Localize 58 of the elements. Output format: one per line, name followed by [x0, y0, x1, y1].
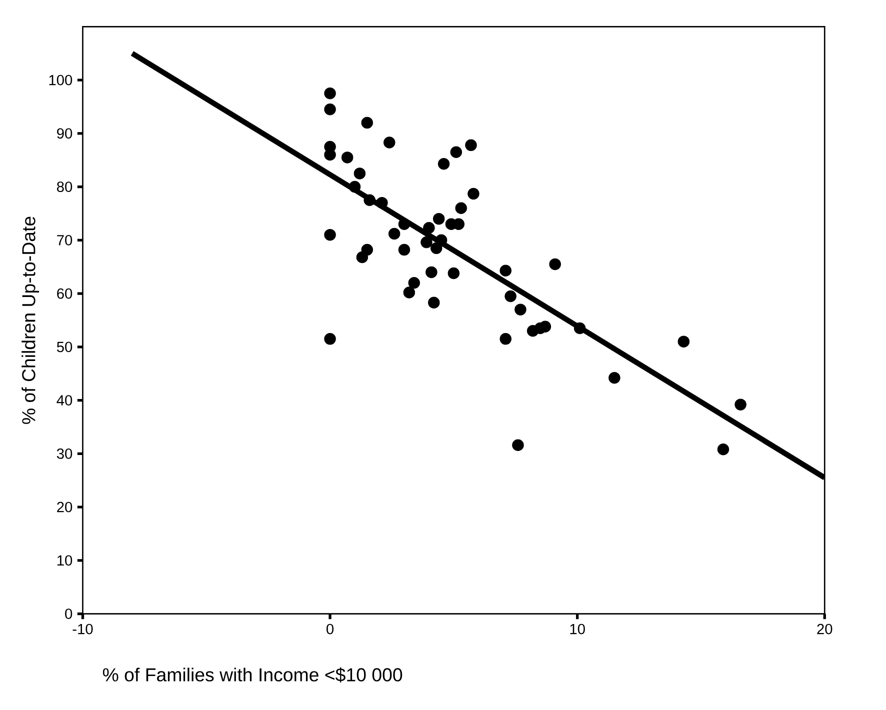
y-tick-label: 50 [56, 342, 72, 352]
point [376, 197, 388, 209]
point [361, 116, 373, 129]
point [341, 152, 354, 164]
point [678, 336, 690, 348]
point [438, 158, 450, 170]
point [539, 320, 552, 333]
point [734, 398, 746, 411]
point [428, 296, 440, 309]
point [432, 213, 445, 225]
y-tick-label: 20 [57, 502, 72, 512]
point [455, 202, 467, 214]
point [500, 264, 512, 277]
x-tick-label: 20 [817, 624, 832, 634]
point [348, 180, 361, 193]
y-tick-label: 40 [56, 395, 72, 406]
point [388, 228, 400, 240]
x-axis-title: % of Families with Income <$10 000 [102, 667, 402, 683]
y-axis-title: % of Children Up-to-Date [22, 216, 40, 424]
y-tick-label: 10 [57, 555, 72, 566]
point [403, 286, 416, 298]
point [398, 244, 410, 256]
point [324, 104, 336, 116]
point [448, 267, 460, 280]
point [574, 322, 586, 334]
point [324, 229, 336, 241]
point [364, 194, 376, 206]
y-tick-label: 30 [56, 448, 72, 459]
y-tick-label: 60 [57, 288, 72, 299]
point [717, 444, 730, 456]
point [500, 333, 512, 345]
point [324, 88, 336, 100]
point [420, 236, 432, 248]
point [512, 439, 524, 452]
point [324, 333, 336, 345]
x-tick-label: -10 [72, 624, 93, 634]
point [408, 277, 420, 289]
point [450, 146, 462, 158]
point [430, 242, 442, 254]
x-tick-label: 0 [326, 624, 334, 634]
y-tick-label: 90 [57, 128, 72, 139]
point [608, 372, 620, 384]
y-tick-label: 0 [65, 608, 72, 620]
point [423, 222, 435, 234]
point [465, 139, 477, 152]
point [514, 304, 526, 316]
point [504, 290, 516, 302]
point [354, 168, 366, 180]
point [398, 218, 410, 230]
point [549, 258, 561, 270]
point [426, 266, 438, 278]
y-tick-label: 100 [49, 74, 72, 86]
point [468, 188, 480, 200]
point [361, 244, 373, 256]
x-tick-label: 10 [570, 624, 585, 634]
point [384, 136, 396, 148]
y-tick-label: 80 [56, 182, 72, 192]
y-tick-label: 70 [57, 235, 72, 246]
